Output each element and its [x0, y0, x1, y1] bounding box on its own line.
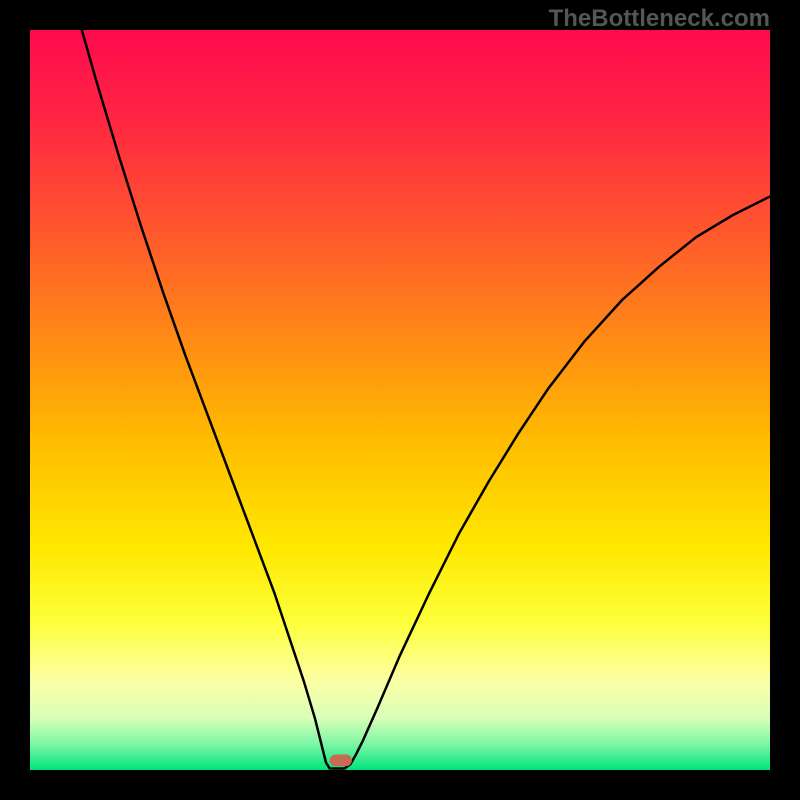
plot-background — [30, 30, 770, 770]
image-frame: TheBottleneck.com — [0, 0, 800, 800]
chart-svg — [0, 0, 800, 800]
watermark-text: TheBottleneck.com — [549, 5, 770, 33]
optimal-point-marker — [330, 754, 352, 766]
